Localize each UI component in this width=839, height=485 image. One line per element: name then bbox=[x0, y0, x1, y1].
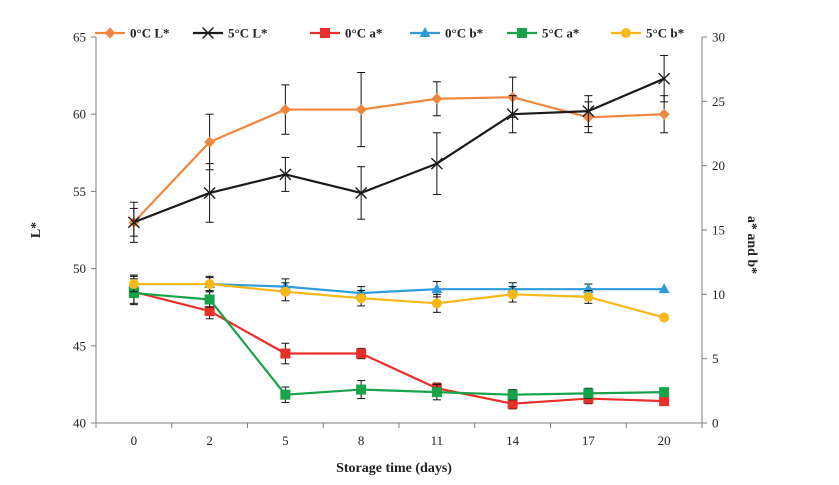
right-tick-label: 15 bbox=[712, 223, 725, 238]
data-point bbox=[507, 289, 518, 300]
data-point bbox=[658, 72, 671, 85]
legend-item: 5°C b* bbox=[611, 26, 684, 41]
x-marker-stroke bbox=[202, 27, 214, 39]
data-point bbox=[204, 279, 215, 290]
legend-swatch-marker bbox=[517, 28, 527, 38]
legend-item: 0°C b* bbox=[410, 26, 483, 41]
x-tick-label: 8 bbox=[358, 433, 365, 448]
data-point bbox=[582, 105, 595, 118]
data-point bbox=[279, 104, 291, 116]
x-tick-label: 11 bbox=[431, 433, 444, 448]
legend: 0°C L* 5°C L* 0°C a* 0°C b* 5°C a* 5°C b* bbox=[95, 26, 684, 41]
x-marker-stroke bbox=[430, 157, 443, 170]
left-tick-label: 55 bbox=[73, 184, 86, 199]
data-point bbox=[431, 298, 442, 309]
data-point bbox=[431, 283, 443, 294]
x-marker-stroke bbox=[279, 168, 292, 181]
data-point bbox=[204, 294, 215, 305]
legend-swatch-marker bbox=[621, 28, 631, 38]
legend-label: 5°C a* bbox=[542, 26, 579, 41]
legend-label: 5°C L* bbox=[228, 26, 268, 41]
data-point bbox=[507, 398, 518, 409]
right-tick-label: 30 bbox=[712, 30, 725, 45]
series-line bbox=[133, 291, 665, 396]
data-point bbox=[204, 136, 216, 148]
x-marker-stroke bbox=[506, 108, 519, 121]
data-point bbox=[658, 108, 670, 120]
right-tick-label: 20 bbox=[712, 158, 725, 173]
data-point bbox=[279, 168, 292, 181]
legend-label: 0°C a* bbox=[345, 26, 382, 41]
data-point bbox=[355, 104, 367, 116]
legend-item: 0°C a* bbox=[310, 26, 382, 41]
data-point bbox=[280, 389, 291, 400]
series-5 bbox=[128, 275, 670, 323]
right-tick-label: 25 bbox=[712, 94, 725, 109]
data-point bbox=[431, 93, 443, 105]
series-line bbox=[133, 290, 665, 405]
data-point bbox=[506, 108, 519, 121]
left-tick-label: 40 bbox=[73, 416, 86, 431]
data-point bbox=[507, 389, 518, 400]
legend-swatch-marker bbox=[320, 28, 330, 38]
x-tick-label: 2 bbox=[206, 433, 213, 448]
legend-swatch-marker bbox=[202, 27, 214, 39]
legend-label: 0°C b* bbox=[445, 26, 483, 41]
right-tick-label: 10 bbox=[712, 287, 725, 302]
series-line bbox=[133, 77, 665, 224]
data-point bbox=[280, 348, 291, 359]
data-point bbox=[659, 387, 670, 398]
left-tick-label: 65 bbox=[73, 30, 86, 45]
legend-label: 0°C L* bbox=[130, 26, 170, 41]
left-tick-label: 45 bbox=[73, 338, 86, 353]
legend-swatch-marker bbox=[104, 27, 116, 39]
x-tick-label: 5 bbox=[282, 433, 289, 448]
data-point bbox=[583, 388, 594, 399]
data-point bbox=[356, 348, 367, 359]
data-point bbox=[355, 186, 368, 199]
data-point bbox=[356, 293, 367, 304]
x-marker-stroke bbox=[355, 186, 368, 199]
data-point bbox=[431, 387, 442, 398]
series-layer bbox=[127, 55, 671, 410]
x-marker-stroke bbox=[127, 216, 140, 229]
left-tick-label: 60 bbox=[73, 107, 86, 122]
data-point bbox=[658, 283, 670, 294]
data-point bbox=[128, 288, 139, 299]
data-point bbox=[128, 279, 139, 290]
series-line bbox=[133, 282, 665, 319]
x-marker-stroke bbox=[582, 105, 595, 118]
legend-item: 0°C L* bbox=[95, 26, 170, 41]
data-point bbox=[127, 216, 140, 229]
left-tick-label: 50 bbox=[73, 261, 86, 276]
data-point bbox=[204, 306, 215, 317]
right-tick-label: 5 bbox=[712, 351, 719, 366]
legend-swatch-marker bbox=[419, 27, 431, 37]
x-axis-title: Storage time (days) bbox=[336, 461, 452, 476]
left-axis-title: L* bbox=[29, 222, 44, 238]
series-line bbox=[133, 96, 665, 224]
x-marker-stroke bbox=[658, 72, 671, 85]
legend-label: 5°C b* bbox=[646, 26, 684, 41]
data-point bbox=[430, 157, 443, 170]
legend-item: 5°C L* bbox=[193, 26, 268, 41]
x-marker-stroke bbox=[203, 186, 216, 199]
right-axis-title: a* and b* bbox=[744, 216, 759, 274]
legend-item: 5°C a* bbox=[507, 26, 579, 41]
right-tick-label: 0 bbox=[712, 416, 719, 431]
x-tick-label: 0 bbox=[131, 433, 138, 448]
x-tick-label: 14 bbox=[506, 433, 520, 448]
data-point bbox=[583, 291, 594, 302]
data-point bbox=[659, 312, 670, 323]
series-1 bbox=[127, 55, 671, 243]
data-point bbox=[659, 396, 670, 407]
data-point bbox=[203, 186, 216, 199]
data-point bbox=[280, 286, 291, 297]
x-tick-label: 17 bbox=[582, 433, 596, 448]
x-tick-label: 20 bbox=[658, 433, 671, 448]
data-point bbox=[356, 384, 367, 395]
